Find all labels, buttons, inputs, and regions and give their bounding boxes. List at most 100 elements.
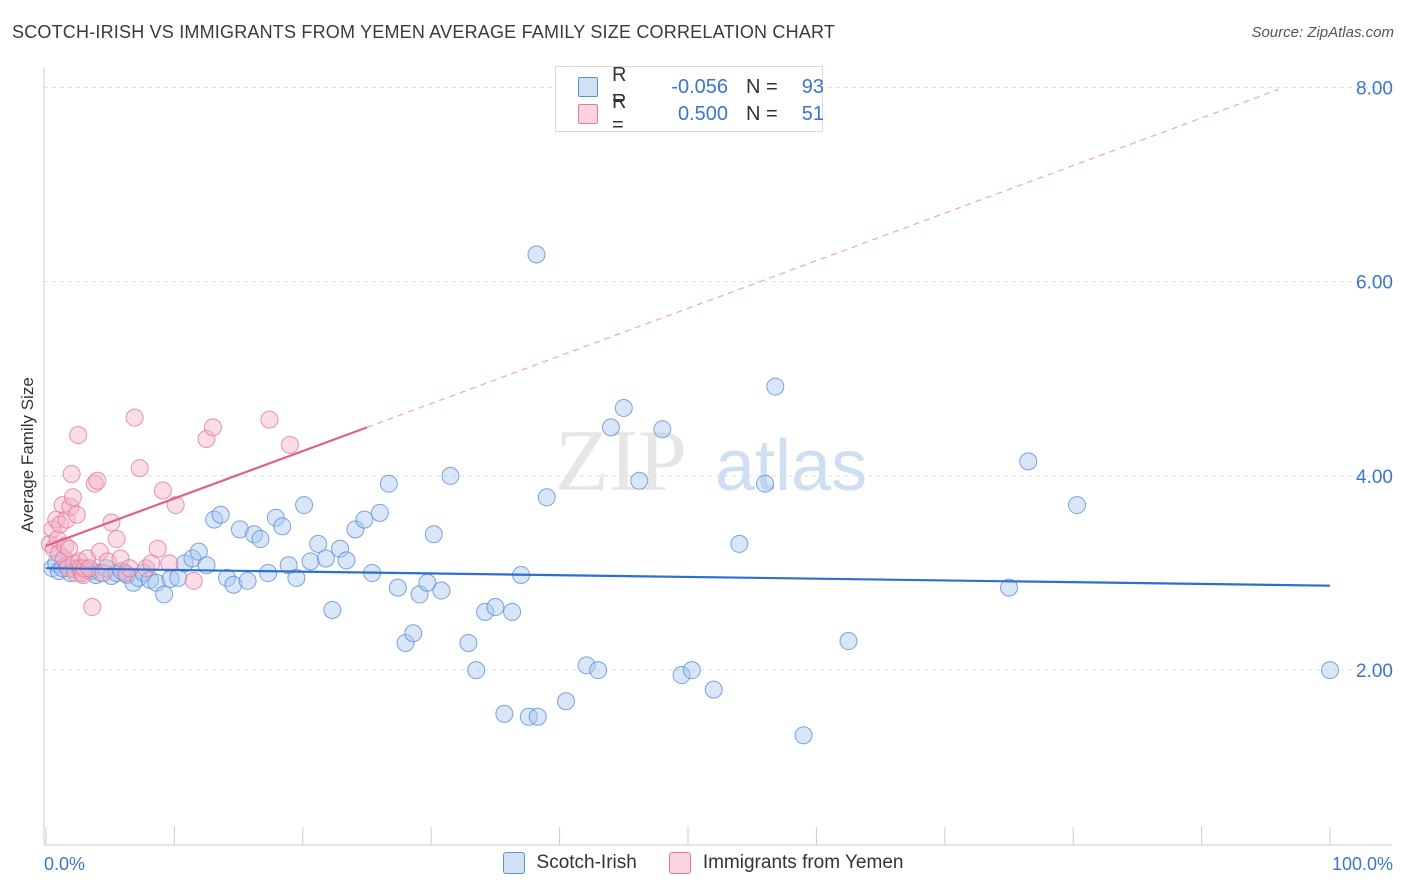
scotch-irish-point: [503, 602, 522, 621]
scotch-irish-point: [424, 525, 443, 544]
scotch-irish-point: [230, 520, 249, 539]
y-tick-label: 2.00: [1356, 661, 1393, 682]
scotch-irish-point: [388, 578, 407, 597]
scotch-irish-point: [337, 551, 356, 570]
legend-n-label: N =: [746, 102, 778, 125]
legend-r-label: R =: [612, 64, 627, 109]
scotch-irish-point: [589, 661, 608, 680]
legend-n-label: N =: [746, 75, 778, 98]
y-tick-label: 8.00: [1356, 78, 1393, 99]
correlation-legend: R = -0.056 N = 93 R = 0.500 N = 51: [555, 64, 824, 136]
legend-r-value: 0.500: [677, 102, 728, 125]
scotch-irish-point: [189, 542, 208, 561]
watermark-atlas: atlas: [715, 426, 867, 506]
scotch-irish-point: [486, 598, 505, 617]
scotch-irish-point: [251, 530, 270, 549]
scotch-irish-point: [224, 575, 243, 594]
scotch-irish-point: [1068, 496, 1087, 515]
yemen-point: [137, 559, 156, 578]
scotch-irish-trend-line: [45, 567, 1331, 587]
watermark-zip: ZIP: [555, 413, 687, 510]
scotch-irish-point: [459, 633, 478, 652]
scotch-irish-point: [839, 632, 858, 651]
yemen-point: [130, 459, 149, 478]
yemen-point: [260, 410, 279, 429]
yemen-point: [90, 542, 109, 561]
legend-swatch-pink: [578, 104, 598, 124]
y-tick-label: 4.00: [1356, 467, 1393, 488]
scotch-irish-point: [259, 564, 278, 583]
yemen-point: [53, 496, 72, 515]
scotch-irish-point: [476, 602, 495, 621]
legend-r-value: -0.056: [671, 75, 728, 98]
scotch-irish-point: [614, 398, 633, 417]
yemen-point: [153, 481, 172, 500]
scotch-irish-point: [301, 552, 320, 571]
scotch-irish-point: [495, 704, 514, 723]
scotch-irish-point: [404, 624, 423, 643]
scotch-irish-point: [309, 534, 328, 553]
scotch-irish-point: [355, 510, 374, 529]
series-legend-item-yemen: Immigrants from Yemen: [668, 852, 904, 874]
yemen-point: [148, 539, 167, 558]
yemen-point: [280, 435, 299, 454]
yemen-point: [60, 539, 79, 558]
yemen-point: [63, 488, 82, 507]
scotch-irish-point: [528, 707, 547, 726]
yemen-point: [111, 549, 130, 568]
yemen-point: [107, 530, 126, 549]
yemen-point: [69, 426, 88, 445]
chart-title: SCOTCH-IRISH VS IMMIGRANTS FROM YEMEN AV…: [12, 22, 836, 42]
yemen-trend-extension: [366, 88, 1279, 428]
series-legend: Scotch-Irish Immigrants from Yemen: [0, 852, 1406, 874]
y-tick-label: 6.00: [1356, 273, 1393, 294]
scotch-irish-point: [370, 503, 389, 522]
x-tick-label: 100.0%: [1332, 854, 1393, 874]
scotch-irish-point: [682, 661, 701, 680]
scotch-irish-point: [432, 581, 451, 600]
source-label: Source: ZipAtlas.com: [1251, 24, 1394, 41]
yemen-point: [166, 496, 185, 515]
scotch-irish-point: [557, 692, 576, 711]
yemen-point: [197, 430, 216, 449]
x-tick-label: 0.0%: [44, 854, 85, 874]
scotch-irish-point: [1000, 578, 1018, 597]
scotch-irish-point: [1019, 452, 1038, 471]
scotch-irish-point: [331, 539, 350, 558]
scotch-irish-point: [287, 568, 306, 587]
scotch-irish-point: [396, 633, 415, 652]
scotch-irish-point: [238, 571, 257, 590]
scotch-irish-point: [467, 661, 486, 680]
scotch-irish-point: [155, 585, 174, 604]
scotch-irish-point: [630, 471, 649, 490]
scotch-irish-point: [295, 496, 314, 515]
yemen-point: [67, 505, 86, 524]
legend-n-value: 93: [801, 75, 824, 98]
yemen-trend-line: [45, 426, 368, 547]
scotch-irish-point: [653, 420, 672, 439]
series-swatch-pink: [668, 852, 691, 874]
scotch-irish-point: [441, 466, 460, 485]
scotch-irish-point: [577, 656, 596, 675]
series-swatch-blue: [502, 852, 525, 874]
scotch-irish-point: [346, 520, 365, 539]
scotch-irish-point: [766, 377, 785, 396]
legend-swatch-blue: [578, 77, 598, 97]
y-axis-label: Average Family Size: [18, 377, 37, 533]
scotch-irish-point: [704, 680, 723, 699]
yemen-point: [160, 554, 179, 573]
yemen-point: [125, 408, 144, 427]
legend-n-value: 51: [801, 102, 824, 125]
scotch-irish-point: [379, 474, 398, 493]
scotch-irish-point: [672, 666, 691, 685]
scotch-irish-point: [601, 418, 620, 437]
scotch-irish-point: [316, 549, 335, 568]
yemen-point: [184, 571, 203, 590]
legend-r-label: R =: [612, 91, 627, 136]
scotch-irish-point: [794, 726, 813, 745]
scotch-irish-point: [537, 488, 556, 507]
legend-row-yemen: R = 0.500 N = 51: [578, 91, 824, 136]
scotch-irish-point: [1321, 661, 1339, 680]
series-name: Immigrants from Yemen: [702, 852, 904, 873]
